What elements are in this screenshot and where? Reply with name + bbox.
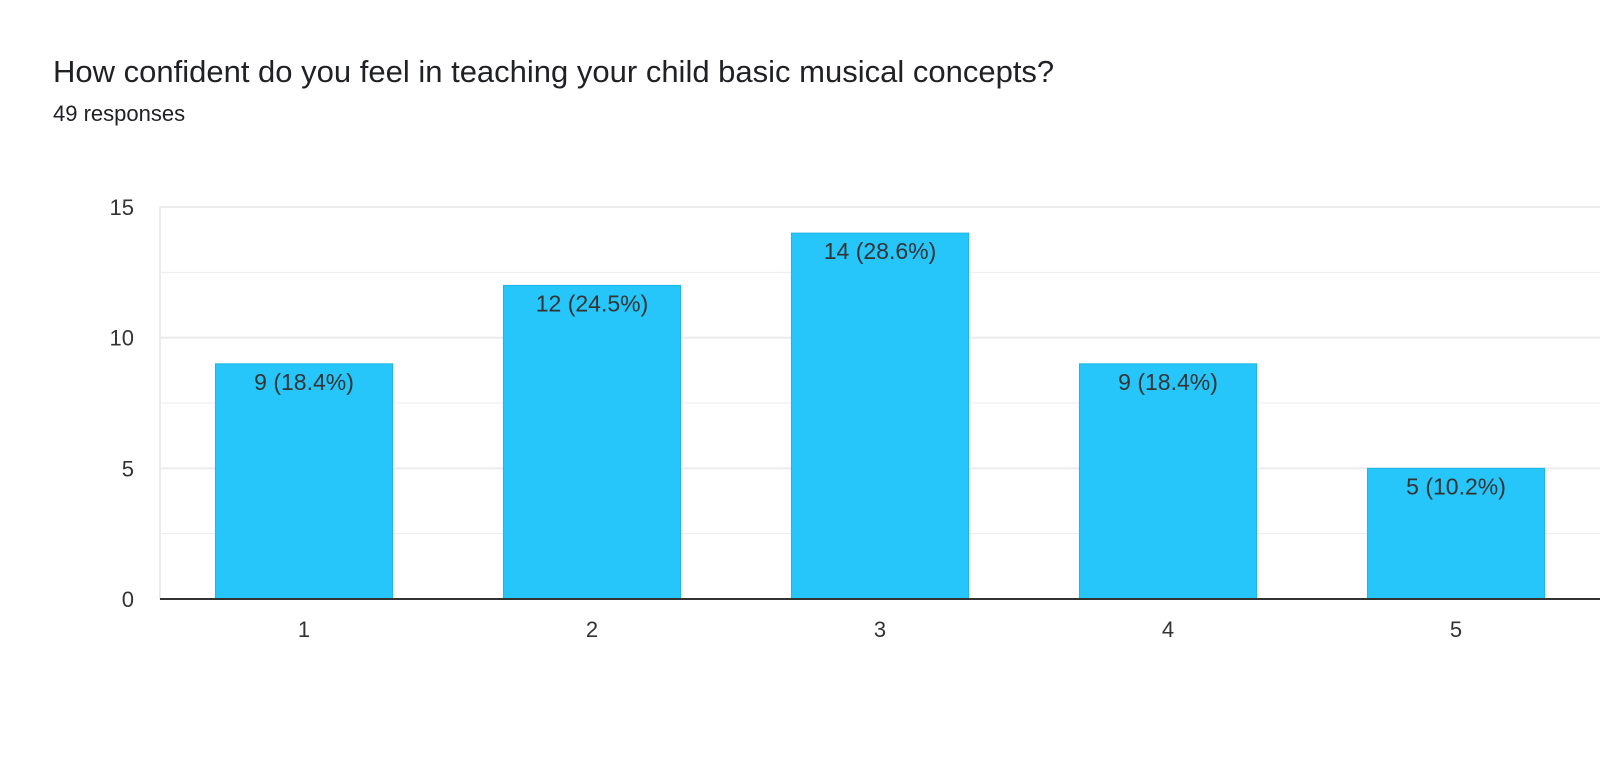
bar-1 bbox=[214, 363, 394, 600]
chart-header: How confident do you feel in teaching yo… bbox=[53, 52, 1054, 128]
x-tick-label: 3 bbox=[874, 617, 886, 642]
data-label-5: 5 (10.2%) bbox=[1406, 473, 1506, 499]
bar-2 bbox=[502, 284, 682, 600]
x-tick-label: 2 bbox=[586, 617, 598, 642]
bar-5 bbox=[1366, 467, 1546, 600]
x-tick-label: 5 bbox=[1450, 617, 1462, 642]
y-tick-label: 0 bbox=[122, 587, 134, 612]
bar-4 bbox=[1078, 363, 1258, 600]
data-label-1: 9 (18.4%) bbox=[254, 369, 354, 395]
y-tick-label: 15 bbox=[110, 195, 134, 220]
x-tick-label: 1 bbox=[298, 617, 310, 642]
chart-title: How confident do you feel in teaching yo… bbox=[53, 54, 1055, 89]
x-tick-label: 4 bbox=[1162, 617, 1174, 642]
data-label-3: 14 (28.6%) bbox=[824, 238, 937, 264]
data-label-2: 12 (24.5%) bbox=[536, 290, 649, 316]
data-label-4: 9 (18.4%) bbox=[1118, 369, 1218, 395]
y-tick-label: 5 bbox=[122, 456, 134, 481]
response-count: 49 responses bbox=[53, 101, 186, 126]
bar-3 bbox=[790, 232, 970, 600]
y-tick-label: 10 bbox=[110, 326, 134, 351]
